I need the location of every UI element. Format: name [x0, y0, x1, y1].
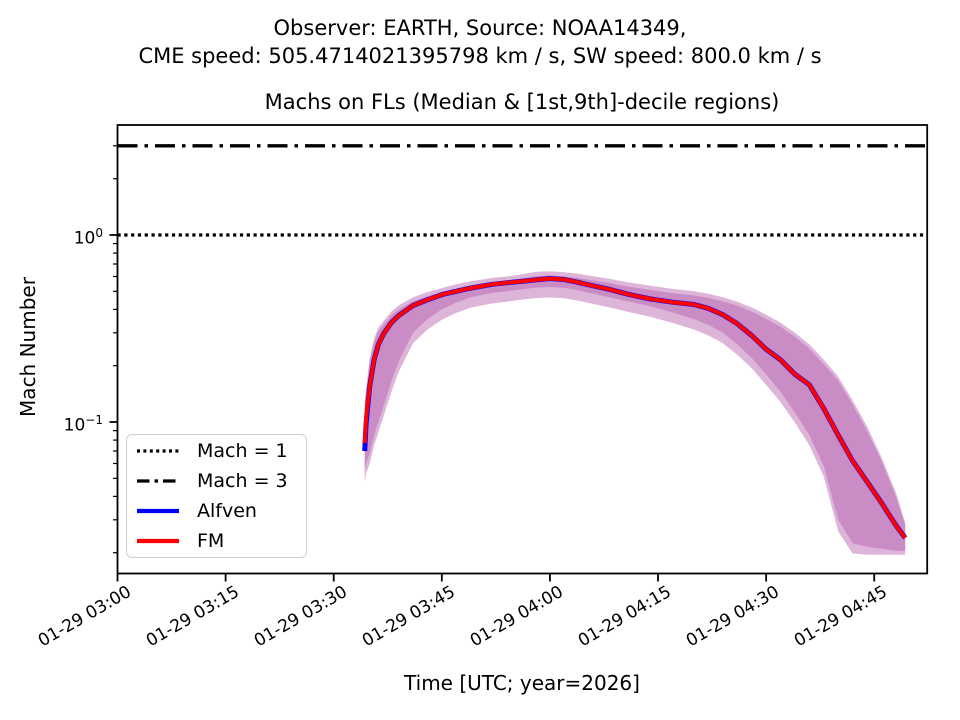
- x-axis-label: Time [UTC; year=2026]: [404, 671, 640, 695]
- figure-suptitle: Observer: EARTH, Source: NOAA14349, CME …: [138, 14, 821, 70]
- legend: Mach = 1 Mach = 3 Alfven FM: [126, 434, 307, 558]
- legend-entry-alfven: Alfven: [127, 496, 306, 526]
- legend-entry-mach1: Mach = 1: [127, 436, 306, 466]
- fm-decile-band: [364, 271, 906, 551]
- suptitle-line2: CME speed: 505.4714021395798 km / s, SW …: [138, 44, 822, 68]
- solid-line-sample-icon: [137, 508, 179, 514]
- axes-spines: [116, 124, 929, 575]
- legend-entry-fm: FM: [127, 526, 306, 556]
- dashdot-line-sample-icon: [137, 479, 179, 483]
- y-axis-label: Mach Number: [16, 277, 40, 417]
- axes-title: Machs on FLs (Median & [1st,9th]-decile …: [264, 90, 780, 114]
- y-tick-label: 100: [73, 226, 103, 249]
- y-tick-label: 10−1: [63, 413, 103, 436]
- suptitle-line1: Observer: EARTH, Source: NOAA14349,: [273, 16, 687, 40]
- legend-entry-label: FM: [197, 530, 225, 552]
- fm-median-line: [362, 276, 907, 540]
- legend-entry-label: Mach = 3: [197, 470, 288, 492]
- alfven-decile-band: [364, 275, 906, 555]
- dotted-line-sample-icon: [137, 449, 179, 453]
- legend-entry-label: Alfven: [197, 500, 257, 522]
- legend-entry-label: Mach = 1: [197, 440, 288, 462]
- legend-entry-mach3: Mach = 3: [127, 466, 306, 496]
- solid-line-sample-icon: [137, 538, 179, 544]
